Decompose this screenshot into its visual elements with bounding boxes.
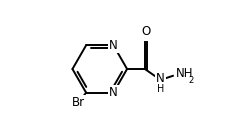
Text: 2: 2 (188, 76, 194, 85)
Text: N: N (109, 86, 118, 99)
Text: Br: Br (72, 96, 85, 109)
Text: N: N (109, 39, 118, 52)
Text: O: O (141, 25, 150, 38)
Text: H: H (157, 84, 164, 94)
Text: N: N (156, 72, 165, 85)
Text: NH: NH (176, 67, 194, 80)
